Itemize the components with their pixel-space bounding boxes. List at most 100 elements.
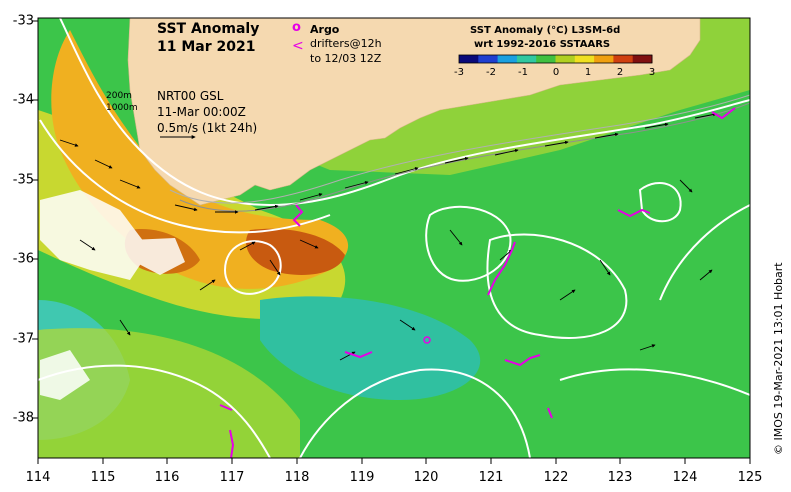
eddy-contour-4 (638, 181, 682, 223)
y-tick-label: -36 (12, 251, 34, 267)
y-tick-label: -34 (12, 92, 34, 108)
colorbar-segment (478, 55, 499, 63)
current-arrow (344, 181, 369, 189)
colorbar-segment (574, 55, 595, 63)
currents-legend: NRT00 GSL 11-Mar 00:00Z 0.5m/s (1kt 24h) (157, 88, 257, 136)
title-line-1: SST Anomaly (157, 21, 260, 37)
eddy-contour-1 (223, 240, 282, 295)
x-tick-label: 123 (607, 470, 633, 485)
drifters-date: to 12/03 12Z (310, 52, 382, 65)
y-tick-label: -33 (12, 13, 34, 29)
colorbar (458, 54, 653, 64)
current-arrow (644, 122, 669, 129)
drifter-track (617, 208, 651, 218)
y-tick-label: -35 (12, 172, 34, 188)
south-contour-1 (38, 364, 271, 458)
colorbar-subtitle: wrt 1992-2016 SSTAARS (474, 39, 611, 50)
current-arrow (299, 193, 323, 201)
colorbar-frame (458, 54, 653, 64)
current-arrow (599, 259, 611, 276)
currents-scale: 0.5m/s (1kt 24h) (157, 121, 258, 135)
eddy-contour-5 (659, 204, 750, 301)
current-arrow (94, 159, 113, 169)
current-arrow (254, 204, 279, 211)
current-arrow (79, 239, 96, 251)
colorbar-segment (497, 55, 518, 63)
x-tick-label: 125 (737, 470, 763, 485)
current-arrow (699, 269, 713, 281)
map-frame (37, 17, 751, 459)
drifter-track (504, 354, 541, 367)
current-arrow (59, 139, 79, 147)
credit-text: © IMOS 19-Mar-2021 13:01 Hobart (772, 262, 785, 455)
drifter-track (229, 429, 235, 458)
current-arrow (174, 204, 198, 212)
depth-1000m-label: 1000m (106, 103, 138, 113)
currents-time: 11-Mar 00:00Z (157, 105, 246, 119)
south-contour-2 (299, 368, 531, 458)
current-arrow (339, 351, 356, 361)
x-tick-label: 115 (90, 470, 116, 485)
cloud-patches (40, 190, 185, 400)
currents-product: NRT00 GSL (157, 89, 224, 103)
current-arrow (594, 132, 619, 139)
colorbar-tick: 0 (552, 67, 560, 78)
current-arrow (559, 289, 576, 301)
current-contour-1 (59, 18, 750, 207)
depth-legend: 200m 1000m (106, 90, 138, 114)
current-arrow (449, 229, 463, 246)
colorbar-segment (536, 55, 556, 63)
current-arrow (444, 156, 469, 164)
colorbar-title: SST Anomaly (°C) L3SM-6d (470, 25, 621, 36)
current-arrow (544, 140, 569, 147)
warm-core-red (246, 228, 345, 275)
x-tick-label: 114 (25, 470, 51, 485)
colorbar-title-block: SST Anomaly (°C) L3SM-6d wrt 1992-2016 S… (470, 24, 620, 52)
eddy-contour-2 (425, 205, 512, 282)
y-tick-label: -38 (12, 410, 34, 426)
cool-patch-cyan (260, 296, 481, 400)
drifter-legend: o Argo < drifters@12h to 12/03 12Z (292, 20, 402, 71)
land-mass (127, 18, 701, 206)
drifters-label: drifters@12h (310, 37, 382, 50)
drifter-track (711, 107, 736, 120)
x-tick-label: 116 (154, 470, 180, 485)
current-arrow (119, 319, 131, 336)
colorbar-segment (594, 55, 614, 63)
current-arrow (499, 249, 513, 261)
current-arrow (639, 344, 656, 351)
current-arrow (679, 179, 693, 193)
current-arrow (269, 259, 281, 276)
y-tick-label: -37 (12, 331, 34, 347)
x-tick-label: 124 (672, 470, 698, 485)
colorbar-segment (613, 55, 634, 63)
drifter-symbol-icon: < (292, 38, 304, 54)
x-tick-label: 121 (478, 470, 504, 485)
eddy-contour-3 (486, 233, 628, 339)
colorbar-tick: 2 (616, 67, 624, 78)
current-arrow (399, 319, 416, 331)
current-arrow (119, 179, 141, 189)
current-arrow (494, 148, 519, 156)
yellow-band-south (38, 328, 300, 458)
argo-float (423, 336, 431, 344)
colorbar-segment (555, 55, 576, 63)
bathymetry-200m (169, 94, 750, 204)
x-tick-label: 122 (543, 470, 569, 485)
colorbar-segment (632, 55, 653, 63)
argo-label: Argo (310, 23, 340, 36)
colorbar-segment (459, 55, 479, 63)
colorbar-tick: 1 (584, 67, 592, 78)
x-tick-label: 117 (219, 470, 245, 485)
map-title: SST Anomaly 11 Mar 2021 (157, 20, 259, 56)
x-tick-label: 118 (284, 470, 310, 485)
title-line-2: 11 Mar 2021 (157, 39, 256, 55)
drifter-track (219, 404, 233, 411)
current-arrow (199, 279, 216, 291)
drifter-track (547, 407, 553, 419)
current-arrow (299, 239, 319, 249)
x-tick-label: 120 (413, 470, 439, 485)
current-arrow (239, 241, 256, 251)
colorbar-tick: -2 (486, 67, 496, 78)
